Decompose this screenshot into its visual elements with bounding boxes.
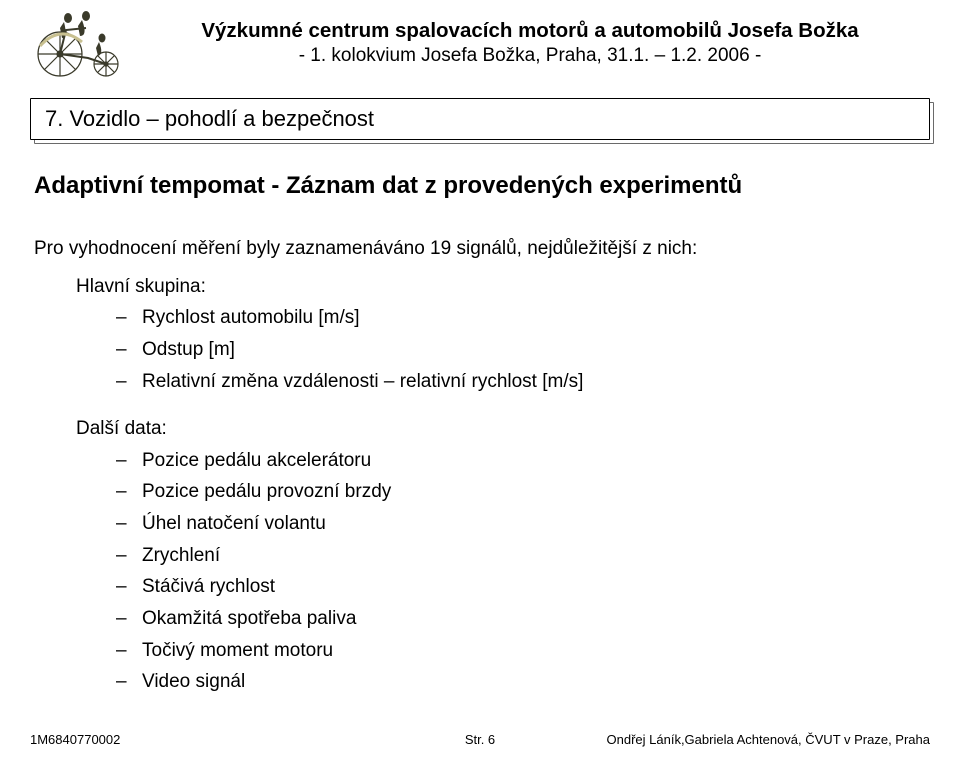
bozek-logo (30, 8, 130, 85)
group2-label: Další data: (76, 416, 930, 442)
header: Výzkumné centrum spalovacích motorů a au… (130, 18, 930, 68)
intro-text: Pro vyhodnocení měření byly zaznamenáván… (34, 236, 930, 262)
slide-title: Adaptivní tempomat - Záznam dat z proved… (34, 172, 930, 200)
list-item: Pozice pedálu akcelerátoru (34, 448, 930, 474)
header-title: Výzkumné centrum spalovacích motorů a au… (130, 18, 930, 44)
footer: 1M6840770002 Str. 6 Ondřej Láník,Gabriel… (30, 732, 930, 747)
group2-list: Pozice pedálu akcelerátoru Pozice pedálu… (34, 448, 930, 695)
footer-center: Str. 6 (30, 732, 930, 747)
list-item: Stáčivá rychlost (34, 574, 930, 600)
group1-list: Rychlost automobilu [m/s] Odstup [m] Rel… (34, 305, 930, 394)
slide-page: Výzkumné centrum spalovacích motorů a au… (0, 0, 960, 765)
slide-body: Pro vyhodnocení měření byly zaznamenáván… (34, 236, 930, 717)
list-item: Relativní změna vzdálenosti – relativní … (34, 369, 930, 395)
list-item: Pozice pedálu provozní brzdy (34, 479, 930, 505)
list-item: Točivý moment motoru (34, 638, 930, 664)
list-item: Zrychlení (34, 543, 930, 569)
header-subtitle: - 1. kolokvium Josefa Božka, Praha, 31.1… (130, 44, 930, 69)
section-bar: 7. Vozidlo – pohodlí a bezpečnost (30, 98, 930, 140)
list-item: Odstup [m] (34, 337, 930, 363)
section-label: 7. Vozidlo – pohodlí a bezpečnost (45, 106, 374, 132)
list-item: Úhel natočení volantu (34, 511, 930, 537)
list-item: Rychlost automobilu [m/s] (34, 305, 930, 331)
list-item: Okamžitá spotřeba paliva (34, 606, 930, 632)
group1-label: Hlavní skupina: (76, 274, 930, 300)
list-item: Video signál (34, 669, 930, 695)
